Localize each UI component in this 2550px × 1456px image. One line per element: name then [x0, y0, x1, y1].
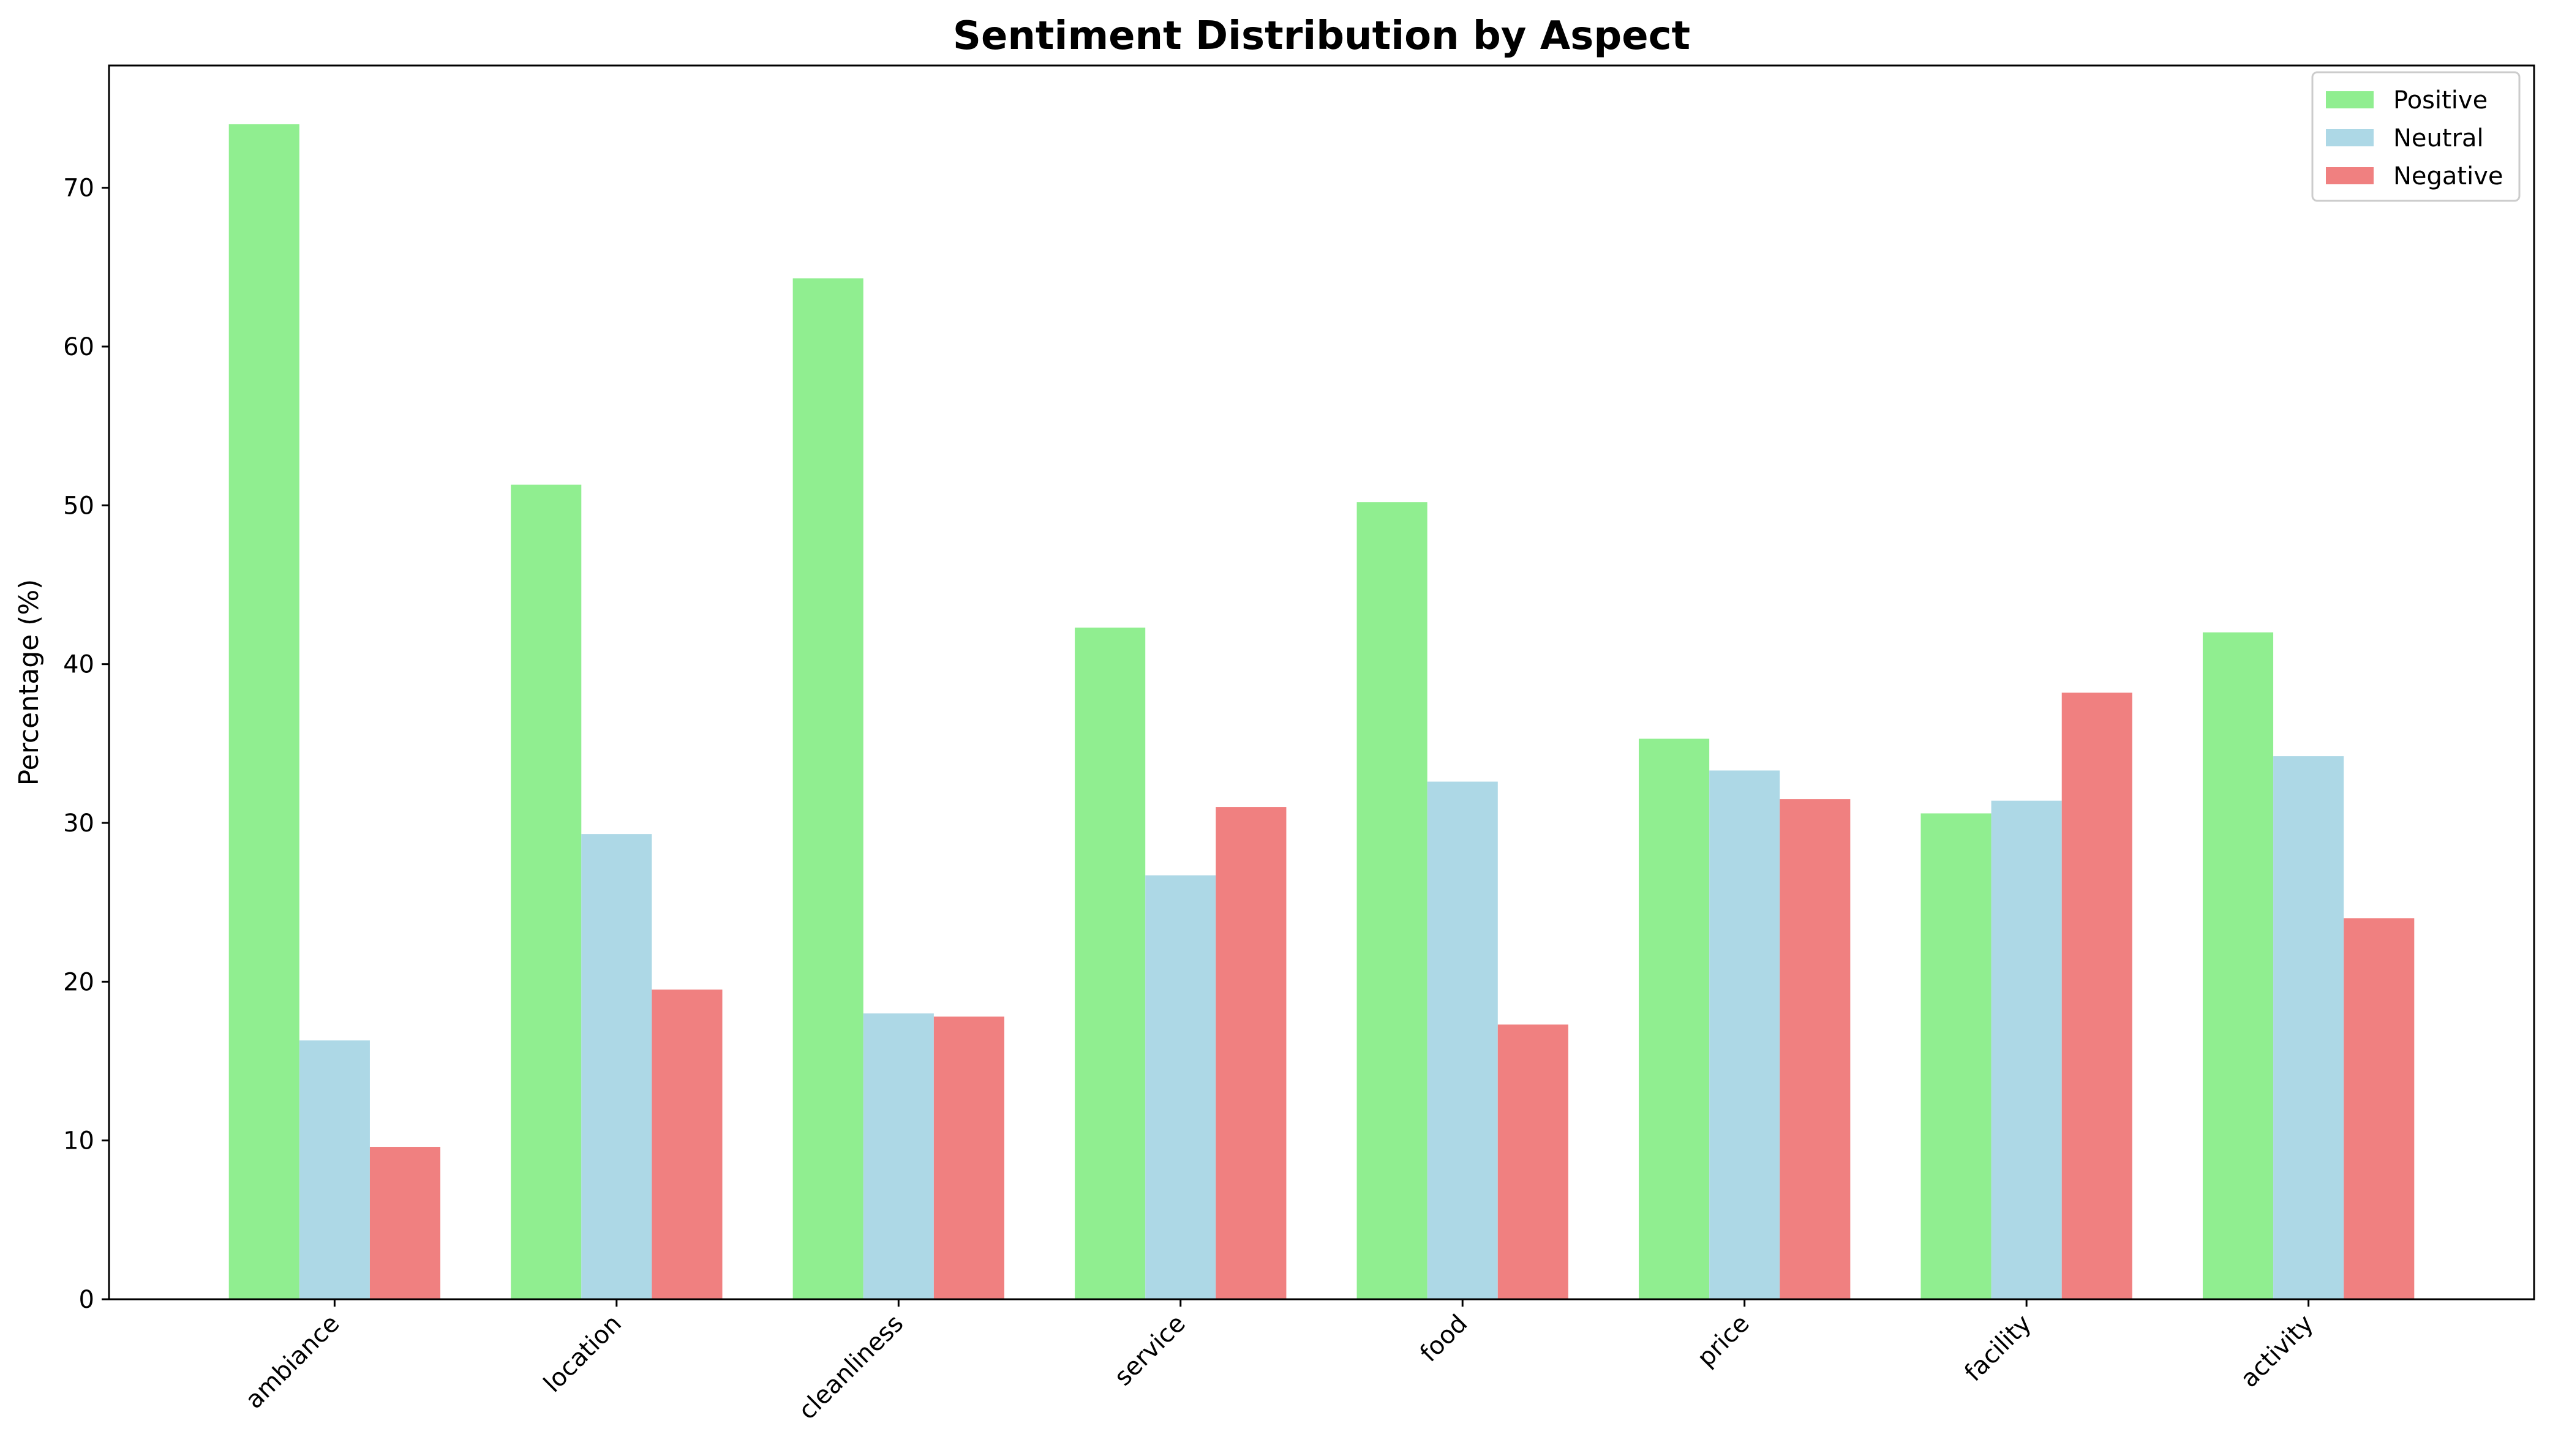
bar-negative-cleanliness: [933, 1016, 1004, 1299]
y-tick-label: 30: [63, 809, 94, 838]
legend-swatch-positive: [2326, 91, 2374, 108]
bar-positive-location: [511, 484, 582, 1299]
x-tick-label-activity: activity: [2235, 1310, 2319, 1394]
y-tick-label: 20: [63, 968, 94, 996]
x-tick-label-service: service: [1109, 1310, 1191, 1392]
y-tick-label: 50: [63, 492, 94, 520]
y-tick-label: 10: [63, 1127, 94, 1155]
legend-swatch-neutral: [2326, 129, 2374, 146]
bar-negative-service: [1216, 807, 1287, 1299]
bar-negative-price: [1780, 799, 1851, 1299]
bar-neutral-service: [1145, 875, 1216, 1299]
bar-positive-activity: [2202, 632, 2274, 1299]
y-tick-label: 60: [63, 333, 94, 361]
chart-title: Sentiment Distribution by Aspect: [953, 13, 1690, 59]
bar-positive-ambiance: [228, 124, 299, 1299]
legend-label-negative: Negative: [2393, 162, 2503, 190]
bar-negative-ambiance: [369, 1147, 441, 1299]
bar-neutral-price: [1709, 770, 1780, 1299]
x-tick-label-food: food: [1415, 1310, 1473, 1368]
legend-label-neutral: Neutral: [2393, 124, 2484, 152]
bar-neutral-facility: [1991, 800, 2062, 1299]
y-tick-label: 40: [63, 651, 94, 679]
bar-negative-food: [1497, 1024, 1568, 1299]
plot-area: 0 10 20 30 40 50 60 70 ambiance location cleanline…: [63, 64, 2535, 1425]
y-tick-label: 0: [79, 1286, 94, 1314]
legend-label-positive: Positive: [2393, 86, 2488, 114]
legend-swatch-negative: [2326, 167, 2374, 184]
bar-negative-location: [652, 989, 723, 1299]
bar-neutral-cleanliness: [863, 1013, 934, 1299]
bar-positive-facility: [1920, 813, 1991, 1299]
bar-negative-activity: [2344, 918, 2415, 1299]
bar-positive-price: [1639, 738, 1710, 1299]
bar-neutral-food: [1427, 781, 1498, 1299]
x-tick-label-price: price: [1692, 1310, 1755, 1373]
axes-frame: [108, 64, 2535, 1300]
x-tick-label-cleanliness: cleanliness: [793, 1310, 909, 1425]
x-tick-label-ambiance: ambiance: [240, 1310, 345, 1414]
bar-neutral-ambiance: [299, 1040, 370, 1299]
y-axis-label: Percentage (%): [13, 579, 45, 786]
bar-neutral-activity: [2273, 756, 2344, 1299]
bar-positive-service: [1075, 628, 1146, 1299]
bar-positive-cleanliness: [792, 278, 863, 1300]
bar-neutral-location: [581, 834, 652, 1299]
bar-negative-facility: [2061, 692, 2132, 1299]
bar-positive-food: [1356, 502, 1427, 1299]
legend: Positive Neutral Negative: [2311, 71, 2521, 202]
x-tick-label-facility: facility: [1959, 1310, 2037, 1387]
y-tick-label: 70: [63, 174, 94, 203]
x-tick-label-location: location: [538, 1310, 627, 1398]
